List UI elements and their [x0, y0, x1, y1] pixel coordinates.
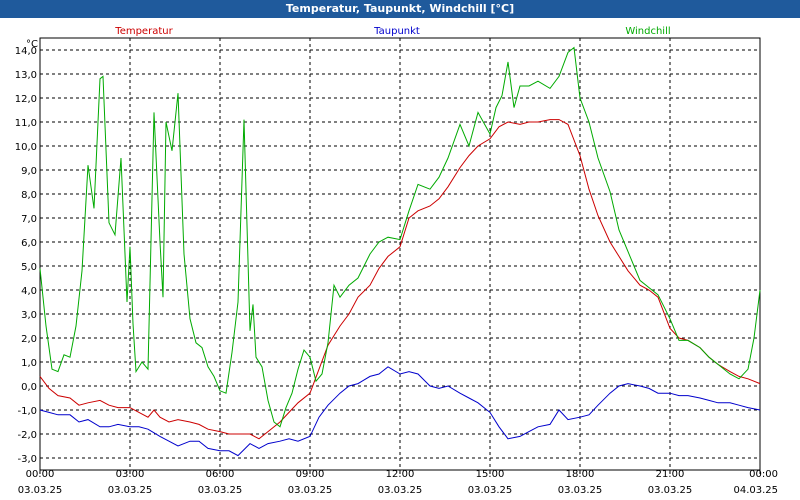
x-tick-time: 00:00	[26, 469, 55, 480]
chart-title: Temperatur, Taupunkt, Windchill [°C]	[285, 2, 515, 15]
legend: Temperatur Taupunkt Windchill	[114, 26, 670, 37]
plot-background	[0, 18, 800, 500]
y-tick-label: 5,0	[21, 262, 37, 273]
x-tick-time: 21:00	[656, 469, 685, 480]
series-line-taupunkt	[39, 366, 761, 457]
x-tick-date: 03.03.25	[648, 485, 693, 496]
y-axis-ticks: 14,0 13,0 12,0 11,0 10,0 9,0 8,0 7,0 6,0 5,0 4,0 3,…	[15, 46, 37, 465]
x-axis-ticks: 00:00 03.03.25 03:00 03.03.25 06:00 03.03.25 0…	[18, 469, 778, 496]
y-tick-label: -2,0	[17, 430, 37, 441]
x-tick-date: 03.03.25	[198, 485, 243, 496]
series-lines	[39, 46, 761, 457]
y-tick-label: 11,0	[15, 118, 37, 129]
y-tick-label: -3,0	[17, 454, 37, 465]
y-tick-label: -1,0	[17, 406, 37, 417]
y-tick-label: 2,0	[21, 334, 37, 345]
legend-item-taupunkt: Taupunkt	[373, 26, 420, 37]
y-tick-label: 0,0	[21, 382, 37, 393]
y-tick-label: 6,0	[21, 238, 37, 249]
y-tick-label: 7,0	[21, 214, 37, 225]
grid-lines	[40, 38, 760, 470]
x-tick-time: 09:00	[296, 469, 325, 480]
x-tick-time: 06:00	[206, 469, 235, 480]
chart-area: °C 14,0 13,0 12,0 11,0 10,0 9,0 8,0 7,0 6,0 5,0 4,…	[0, 18, 800, 500]
y-tick-label: 14,0	[15, 46, 37, 57]
y-tick-label: 3,0	[21, 310, 37, 321]
x-tick-date: 03.03.25	[108, 485, 153, 496]
x-tick-date: 04.03.25	[733, 485, 778, 496]
y-tick-label: 9,0	[21, 166, 37, 177]
y-tick-label: 1,0	[21, 358, 37, 369]
y-tick-label: 8,0	[21, 190, 37, 201]
x-tick-time: 03:00	[116, 469, 145, 480]
legend-item-windchill: Windchill	[625, 26, 670, 37]
x-tick-time: 12:00	[386, 469, 415, 480]
y-tick-label: 4,0	[21, 286, 37, 297]
y-tick-label: 10,0	[15, 142, 37, 153]
x-tick-time: 18:00	[566, 469, 595, 480]
x-tick-time: 15:00	[476, 469, 505, 480]
y-tick-label: 12,0	[15, 94, 37, 105]
y-tick-label: 13,0	[15, 70, 37, 81]
x-tick-time: 00:00	[749, 469, 778, 480]
legend-item-temperatur: Temperatur	[114, 26, 173, 37]
x-tick-date: 03.03.25	[558, 485, 603, 496]
y-axis-label: °C	[26, 39, 38, 50]
x-tick-date: 03.03.25	[468, 485, 513, 496]
x-tick-date: 03.03.25	[288, 485, 333, 496]
series-line-temperatur	[39, 119, 761, 440]
x-tick-date: 03.03.25	[18, 485, 63, 496]
chart-title-bar: Temperatur, Taupunkt, Windchill [°C]	[0, 0, 800, 18]
series-line-windchill	[39, 46, 761, 428]
x-tick-date: 03.03.25	[378, 485, 423, 496]
